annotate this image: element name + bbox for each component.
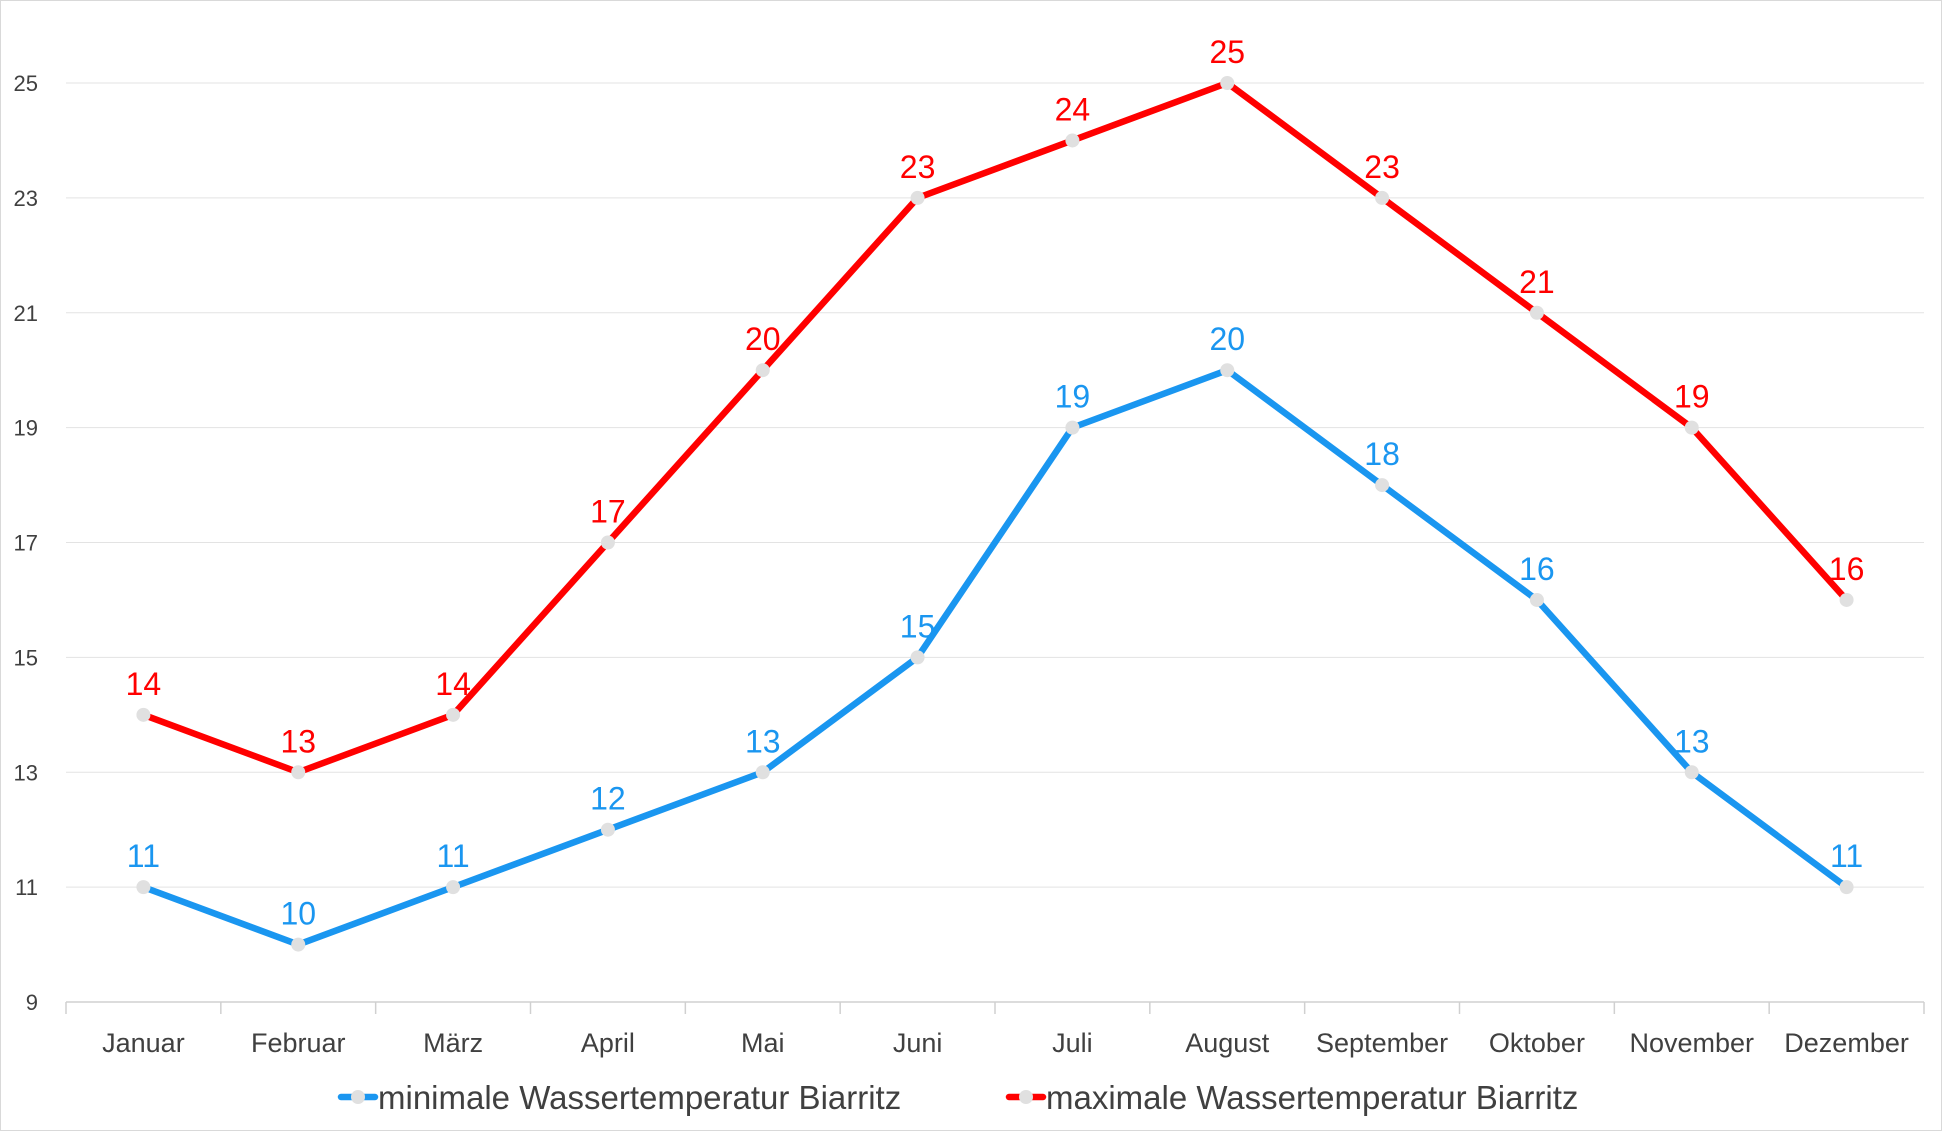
- data-labels: 11 10 11 12 13 15 19 20 18 16 13 11 14 13 14 17 20 23 24 25…: [126, 34, 1865, 932]
- data-point-marker: [1684, 420, 1699, 435]
- data-point-marker: [910, 190, 925, 205]
- series-lines: [136, 76, 1854, 952]
- data-point-marker: [136, 707, 151, 722]
- data-point-marker: [1375, 478, 1390, 493]
- series-line: [140, 79, 1850, 776]
- legend-entry-label: maximale Wassertemperatur Biarritz: [1046, 1079, 1578, 1116]
- data-label: 25: [1209, 34, 1245, 70]
- y-tick-label: 23: [14, 186, 38, 211]
- data-point-marker: [291, 937, 306, 952]
- data-point-marker: [1375, 190, 1390, 205]
- x-tick-label: Juni: [893, 1028, 943, 1058]
- series-line: [140, 366, 1850, 948]
- y-tick-label: 25: [14, 71, 38, 96]
- data-point-marker: [1684, 765, 1699, 780]
- data-label: 17: [590, 494, 626, 530]
- y-tick-label: 17: [14, 531, 38, 556]
- data-point-marker: [291, 765, 306, 780]
- data-label: 10: [280, 896, 316, 932]
- x-tick-label: Dezember: [1784, 1028, 1909, 1058]
- x-tick-label: Juli: [1052, 1028, 1093, 1058]
- data-point-marker: [755, 765, 770, 780]
- data-point-marker: [755, 363, 770, 378]
- x-tick-label: März: [423, 1028, 483, 1058]
- x-tick-label: April: [581, 1028, 635, 1058]
- data-label: 11: [436, 838, 469, 874]
- data-label: 11: [1830, 838, 1863, 874]
- x-tick-label: August: [1185, 1028, 1270, 1058]
- axes: 9 11 13 15 17 19 21 23 25 Januar Februar März April M…: [14, 71, 1925, 1058]
- data-point-marker: [1529, 305, 1544, 320]
- x-tick-label: Mai: [741, 1028, 785, 1058]
- data-label: 18: [1364, 436, 1400, 472]
- data-point-marker: [1839, 592, 1854, 607]
- data-label: 20: [745, 321, 781, 357]
- data-point-marker: [446, 880, 461, 895]
- gridlines: [66, 82, 1924, 888]
- x-tick-label: Februar: [251, 1028, 346, 1058]
- data-label: 24: [1055, 91, 1091, 127]
- data-point-marker: [910, 650, 925, 665]
- data-label: 15: [900, 608, 936, 644]
- data-point-marker: [1065, 133, 1080, 148]
- data-point-marker: [1529, 592, 1544, 607]
- data-point-marker: [1839, 880, 1854, 895]
- legend-marker-swatch: [1019, 1090, 1033, 1104]
- data-label: 16: [1829, 551, 1865, 587]
- data-label: 13: [1674, 723, 1710, 759]
- data-point-marker: [136, 880, 151, 895]
- legend: minimale Wassertemperatur Biarritz maxima…: [337, 1079, 1578, 1116]
- data-point-marker: [1065, 420, 1080, 435]
- x-tick-label: November: [1629, 1028, 1754, 1058]
- data-label: 13: [745, 723, 781, 759]
- data-label: 23: [900, 149, 936, 185]
- data-label: 14: [435, 666, 471, 702]
- data-label: 14: [126, 666, 162, 702]
- y-tick-label: 13: [14, 760, 38, 785]
- y-tick-label: 11: [15, 875, 38, 900]
- data-label: 16: [1519, 551, 1555, 587]
- data-point-marker: [600, 535, 615, 550]
- y-tick-label: 15: [14, 645, 38, 670]
- legend-entry-label: minimale Wassertemperatur Biarritz: [378, 1079, 901, 1116]
- y-tick-label: 21: [14, 301, 38, 326]
- legend-marker-swatch: [351, 1090, 365, 1104]
- data-label: 20: [1209, 321, 1245, 357]
- data-point-marker: [1220, 76, 1235, 90]
- data-label: 19: [1055, 379, 1091, 415]
- y-tick-label: 9: [26, 990, 38, 1015]
- data-label: 23: [1364, 149, 1400, 185]
- data-point-marker: [600, 822, 615, 837]
- data-point-marker: [1220, 363, 1235, 378]
- data-label: 11: [127, 838, 160, 874]
- y-tick-label: 19: [14, 416, 38, 441]
- x-tick-label: September: [1316, 1028, 1448, 1058]
- data-label: 19: [1674, 379, 1710, 415]
- data-label: 21: [1519, 264, 1555, 300]
- data-label: 13: [280, 723, 316, 759]
- x-tick-label: Oktober: [1489, 1028, 1585, 1058]
- data-label: 12: [590, 781, 626, 817]
- x-tick-label: Januar: [102, 1028, 185, 1058]
- data-point-marker: [446, 707, 461, 722]
